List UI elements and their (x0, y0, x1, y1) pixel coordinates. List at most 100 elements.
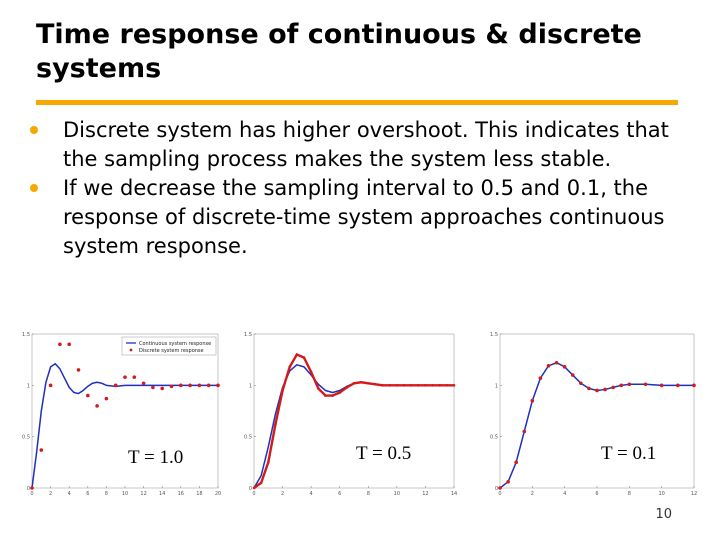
title-underline (36, 100, 678, 105)
plot-frame (499, 333, 695, 489)
bullet-text: If we decrease the sampling interval to … (63, 176, 665, 258)
discrete-point (123, 375, 127, 379)
discrete-point (438, 384, 442, 387)
chart-t01-svg: 0 2 4 6 8 10 12 0 0.5 1 1.5 (490, 332, 697, 496)
discrete-point (281, 389, 284, 392)
discrete-point (206, 383, 211, 388)
x-tick-label: 4 (68, 491, 71, 496)
plot-t1: 0 2 4 6 8 10 12 14 16 18 20 0 0.5 1 1.5 Continuous syst… (22, 326, 222, 496)
discrete-point (359, 380, 363, 384)
chart-annotation-t1: T = 1.0 (128, 447, 184, 468)
discrete-point (259, 481, 263, 485)
chart-annotation-t05: T = 0.5 (356, 443, 412, 464)
x-tick-label: 14 (451, 491, 457, 496)
x-tick-label: 4 (310, 491, 313, 496)
x-tick-label: 2 (49, 491, 52, 496)
y-tick-label: 0.5 (490, 435, 498, 441)
y-tick-label: 0 (27, 486, 30, 492)
x-tick-label: 8 (105, 491, 108, 496)
discrete-point (141, 381, 146, 386)
discrete-point (95, 404, 99, 408)
x-tick-label: 2 (281, 491, 284, 496)
discrete-point (151, 385, 155, 390)
x-tick-label: 10 (122, 491, 128, 496)
discrete-point (352, 381, 356, 385)
discrete-point (570, 373, 575, 377)
discrete-point (452, 384, 456, 387)
x-tick-label: 2 (531, 491, 534, 496)
legend-box (121, 336, 217, 356)
bullet-text: Discrete system has higher overshoot. Th… (63, 118, 669, 171)
chart-annotation-t01: T = 0.1 (601, 443, 657, 464)
discrete-point (132, 375, 137, 379)
discrete-point (374, 383, 377, 386)
discrete-point (554, 360, 559, 365)
x-tick-label: 12 (422, 491, 428, 496)
legend-marker-swatch (129, 348, 133, 352)
discrete-point (514, 460, 518, 465)
x-tick-label: 10 (394, 491, 400, 496)
y-tick-label: 0.5 (244, 435, 252, 441)
y-tick-label: 0.5 (22, 435, 30, 441)
bullet-item: Discrete system has higher overshoot. Th… (30, 116, 690, 174)
discrete-point (692, 383, 696, 388)
discrete-point (338, 391, 342, 394)
plot-t05: 0 2 4 6 8 10 12 14 0 0.5 1 1.5 (244, 326, 458, 496)
discrete-point (627, 382, 632, 387)
y-tick-label: 1 (249, 383, 252, 389)
discrete-point (381, 384, 384, 387)
discrete-point (266, 461, 270, 464)
x-tick-label: 14 (159, 491, 165, 496)
x-tick-label: 4 (563, 491, 566, 496)
x-tick-label: 6 (86, 491, 89, 496)
discrete-point (197, 383, 202, 388)
bullet-list: Discrete system has higher overshoot. Th… (30, 116, 690, 261)
discrete-point (366, 381, 370, 385)
discrete-point (579, 381, 583, 386)
y-tick-label: 1.5 (490, 332, 498, 338)
discrete-point (546, 364, 551, 368)
discrete-point (39, 448, 44, 452)
y-tick-label: 1.5 (244, 332, 252, 338)
discrete-point (409, 384, 413, 387)
discrete-point (30, 486, 34, 490)
y-tick-label: 1 (495, 383, 498, 389)
x-tick-label: 0 (252, 491, 255, 496)
discrete-point (86, 393, 90, 398)
discrete-point (445, 384, 449, 387)
discrete-point (395, 384, 399, 387)
x-tick-label: 16 (178, 491, 184, 496)
discrete-point (659, 383, 664, 388)
discrete-point (316, 387, 320, 390)
discrete-point (58, 342, 62, 347)
discrete-point (619, 383, 624, 388)
discrete-point (113, 383, 118, 388)
discrete-point (530, 398, 535, 403)
bullet-item: If we decrease the sampling interval to … (30, 174, 690, 261)
page-number: 10 (655, 507, 672, 522)
discrete-point (216, 383, 220, 388)
discrete-point (562, 365, 567, 369)
x-tick-label: 0 (30, 491, 33, 496)
x-tick-label: 18 (196, 491, 202, 496)
discrete-point (431, 384, 434, 387)
discrete-point (288, 365, 292, 369)
discrete-point (67, 342, 71, 347)
discrete-point (388, 384, 392, 387)
discrete-point (331, 394, 334, 397)
y-tick-label: 0 (249, 486, 252, 492)
chart-t05-svg: 0 2 4 6 8 10 12 14 0 0.5 1 1.5 (244, 332, 457, 496)
discrete-point (252, 486, 256, 490)
chart-t1-svg: 0 2 4 6 8 10 12 14 16 18 20 0 0.5 1 1.5 Continuous syst… (22, 332, 221, 496)
discrete-point (587, 386, 591, 391)
discrete-point (345, 386, 349, 389)
discrete-point (188, 383, 192, 388)
discrete-point (274, 423, 277, 426)
x-tick-label: 6 (595, 491, 598, 496)
legend-label: Discrete system response (139, 348, 204, 354)
discrete-point (506, 480, 510, 484)
discrete-point (611, 385, 615, 390)
discrete-point (295, 353, 299, 356)
y-tick-label: 1 (27, 383, 30, 389)
y-tick-label: 0 (495, 486, 498, 492)
